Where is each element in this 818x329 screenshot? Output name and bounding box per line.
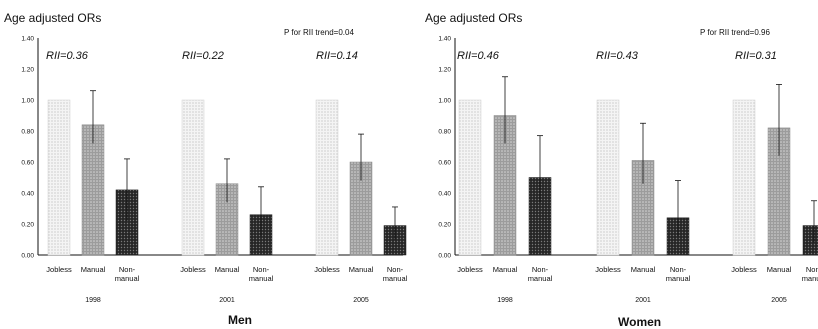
y-tick-label: 0.60	[21, 160, 34, 167]
panel-title: Men	[228, 313, 252, 327]
rii-label: RII=0.14	[316, 50, 358, 62]
category-label: Non-	[119, 265, 136, 274]
bars	[47, 99, 407, 256]
category-labels: Jobless Manual Non-manual Jobless Manual Non-…	[457, 265, 818, 283]
category-label: manual	[115, 274, 140, 283]
category-label: Manual	[349, 265, 374, 274]
y-tick-label: 1.00	[21, 98, 34, 105]
y-tick-label: 0.80	[21, 129, 34, 136]
y-tick-label: 0.20	[438, 222, 451, 229]
bars	[458, 99, 818, 256]
category-label: manual	[383, 274, 408, 283]
year-label: 1998	[85, 297, 101, 304]
y-tick-label: 1.00	[438, 98, 451, 105]
category-label: Non-	[670, 265, 687, 274]
category-label: Jobless	[731, 265, 757, 274]
rii-label: RII=0.36	[46, 50, 89, 62]
y-tick-label: 1.40	[438, 36, 451, 43]
y-tick-label: 0.40	[438, 191, 451, 198]
y-axis-title: Age adjusted ORs	[4, 11, 101, 25]
y-tick-labels: 0.00 0.20 0.40 0.60 0.80 1.00 1.20 1.40	[21, 36, 34, 260]
year-label: 2001	[635, 297, 651, 304]
year-label: 1998	[497, 297, 513, 304]
category-label: Jobless	[46, 265, 72, 274]
error-bars	[90, 90, 398, 240]
category-label: Non-	[253, 265, 270, 274]
rii-labels: RII=0.36 RII=0.22 RII=0.14	[46, 50, 358, 62]
bar-jobless	[458, 99, 482, 256]
category-label: Manual	[215, 265, 240, 274]
y-tick-label: 0.00	[21, 253, 34, 260]
p-trend-label: P for RII trend=0.96	[700, 28, 770, 37]
bar-jobless	[596, 99, 620, 256]
category-label: Jobless	[314, 265, 340, 274]
category-labels: Jobless Manual Non-manual Jobless Manual Non-…	[46, 265, 407, 283]
bar-manual	[81, 124, 105, 256]
bar-non-manual	[802, 225, 818, 256]
category-label: Jobless	[595, 265, 621, 274]
bar-jobless	[732, 99, 756, 256]
rii-label: RII=0.31	[735, 50, 777, 62]
error-bars	[502, 76, 817, 243]
rii-labels: RII=0.46 RII=0.43 RII=0.31	[457, 50, 777, 62]
category-label: Manual	[81, 265, 106, 274]
category-label: Non-	[387, 265, 404, 274]
category-label: Manual	[631, 265, 656, 274]
y-tick-label: 1.20	[438, 67, 451, 74]
y-tick-label: 0.20	[21, 222, 34, 229]
rii-label: RII=0.46	[457, 50, 500, 62]
rii-label: RII=0.43	[596, 50, 639, 62]
category-label: Jobless	[180, 265, 206, 274]
category-label: manual	[528, 274, 553, 283]
year-labels: 1998 2001 2005	[497, 297, 787, 304]
category-label: Jobless	[457, 265, 483, 274]
year-label: 2005	[353, 297, 369, 304]
y-tick-label: 1.40	[21, 36, 34, 43]
y-tick-label: 0.80	[438, 129, 451, 136]
bar-jobless	[181, 99, 205, 256]
bar-jobless	[315, 99, 339, 256]
y-tick-labels: 0.00 0.20 0.40 0.60 0.80 1.00 1.20 1.40	[438, 36, 451, 260]
y-tick-label: 1.20	[21, 67, 34, 74]
category-label: Manual	[767, 265, 792, 274]
bar-jobless	[47, 99, 71, 256]
p-trend-label: P for RII trend=0.04	[284, 28, 354, 37]
y-axis-title: Age adjusted ORs	[425, 11, 522, 25]
panel-women: Age adjusted ORs P for RII trend=0.96 0.…	[425, 11, 818, 329]
year-label: 2005	[771, 297, 787, 304]
year-labels: 1998 2001 2005	[85, 297, 369, 304]
y-tick-label: 0.60	[438, 160, 451, 167]
category-label: manual	[802, 274, 818, 283]
year-label: 2001	[219, 297, 235, 304]
category-label: manual	[249, 274, 274, 283]
category-label: manual	[666, 274, 691, 283]
category-label: Manual	[493, 265, 518, 274]
y-tick-label: 0.00	[438, 253, 451, 260]
category-label: Non-	[532, 265, 549, 274]
panel-men: Age adjusted ORs P for RII trend=0.04 0.…	[4, 11, 408, 327]
panel-title: Women	[618, 315, 661, 329]
rii-label: RII=0.22	[182, 50, 224, 62]
y-tick-label: 0.40	[21, 191, 34, 198]
category-label: Non-	[806, 265, 818, 274]
